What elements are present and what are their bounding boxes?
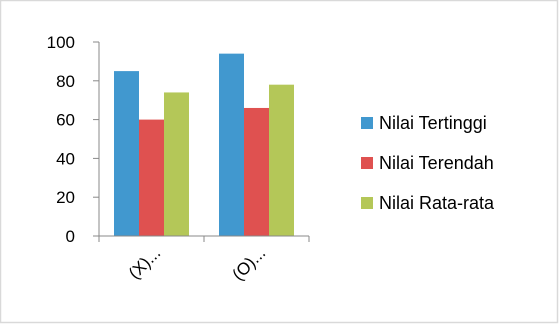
legend-label: Nilai Tertinggi bbox=[379, 113, 487, 133]
bar bbox=[219, 53, 244, 236]
y-tick-label: 100 bbox=[47, 33, 75, 52]
bars bbox=[114, 53, 294, 237]
legend-swatch bbox=[361, 117, 373, 129]
y-tick-label: 20 bbox=[56, 188, 75, 207]
bar bbox=[164, 92, 189, 236]
bar bbox=[139, 119, 164, 236]
y-tick-label: 40 bbox=[56, 149, 75, 168]
y-tick-label: 80 bbox=[56, 72, 75, 91]
bar bbox=[114, 71, 139, 236]
legend-label: Nilai Terendah bbox=[379, 153, 494, 173]
y-tick-label: 60 bbox=[56, 111, 75, 130]
legend-swatch bbox=[361, 157, 373, 169]
bar bbox=[269, 84, 294, 237]
legend: Nilai Tertinggi Nilai Terendah Nilai Rata-… bbox=[361, 113, 495, 213]
bar bbox=[244, 107, 269, 237]
legend-swatch bbox=[361, 197, 373, 209]
y-tick-label: 0 bbox=[66, 227, 75, 246]
legend-label: Nilai Rata-rata bbox=[379, 193, 495, 213]
axis-tick-marks bbox=[93, 41, 310, 242]
y-axis-tick-labels: 0 20 40 60 80 100 bbox=[47, 33, 75, 246]
